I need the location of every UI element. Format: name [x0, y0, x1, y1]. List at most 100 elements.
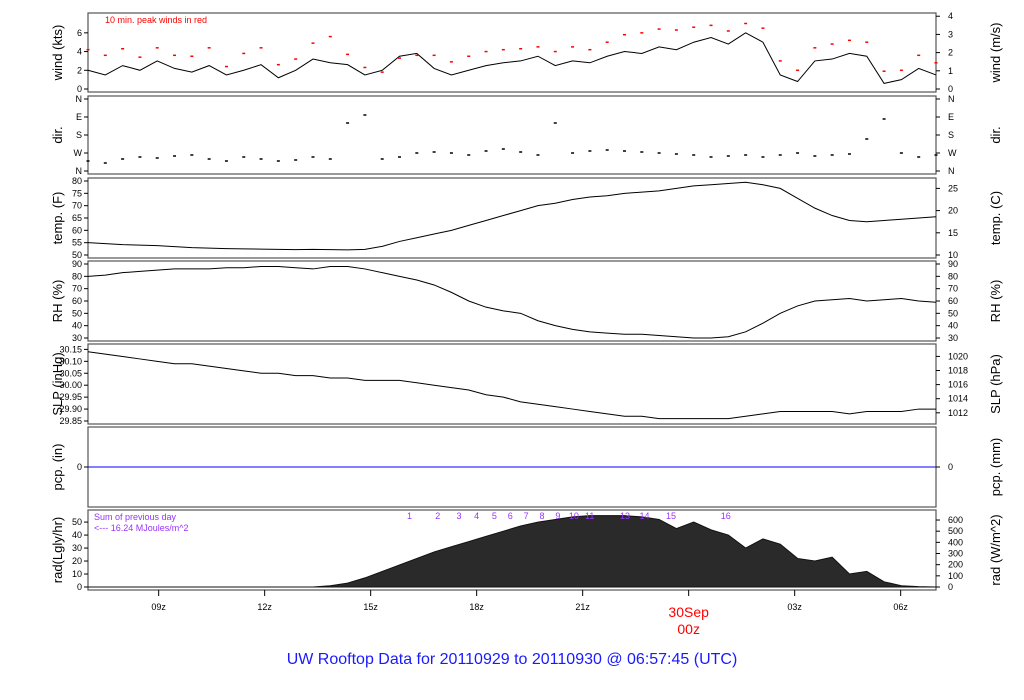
pcp-ytick-right-label: 0 [948, 462, 953, 472]
dir-ytick-right-label: S [948, 130, 954, 140]
pcp-ylabel-right: pcp. (mm) [988, 438, 1003, 497]
wind-panel-frame [87, 12, 937, 93]
slp-panel-frame [87, 343, 937, 425]
rad-ytick-label: 0 [77, 582, 82, 592]
rad-hour-marker: 5 [492, 511, 497, 521]
rad-annotation-value: <--- 16.24 MJoules/m^2 [94, 523, 189, 533]
slp-ytick-label: 29.95 [59, 392, 82, 402]
rad-hour-marker: 8 [540, 511, 545, 521]
rad-hour-marker: 14 [639, 511, 649, 521]
rad-hour-marker: 3 [456, 511, 461, 521]
wind-ylabel: wind (kts) [50, 25, 65, 82]
temp-ytick-label: 70 [72, 201, 82, 211]
dir-ytick-right-label: N [948, 166, 955, 176]
pcp-ylabel: pcp. (in) [50, 444, 65, 491]
rh-ylabel: RH (%) [50, 280, 65, 323]
temp-ytick-label: 50 [72, 250, 82, 260]
dir-ylabel-right: dir. [988, 126, 1003, 143]
temp-ytick-label: 55 [72, 238, 82, 248]
rh-ytick-right-label: 30 [948, 333, 958, 343]
wind-ytick-label: 0 [77, 84, 82, 94]
rad-ytick-label: 10 [72, 569, 82, 579]
slp-ytick-right-label: 1018 [948, 366, 968, 376]
slp-ytick-label: 30.05 [59, 368, 82, 378]
x-tick-label: 06z [893, 602, 908, 612]
x-tick-label: 12z [257, 602, 272, 612]
temp-ytick-right-label: 25 [948, 183, 958, 193]
slp-ylabel: SLP (inHg) [50, 352, 65, 415]
rad-ytick-right-label: 600 [948, 515, 963, 525]
slp-ytick-right-label: 1020 [948, 351, 968, 361]
wind-ytick-label: 2 [77, 65, 82, 75]
dir-panel-frame [87, 95, 937, 175]
rad-ytick-right-label: 500 [948, 526, 963, 536]
temp-ytick-label: 65 [72, 213, 82, 223]
rh-panel-frame [87, 260, 937, 342]
rh-ytick-right-label: 90 [948, 259, 958, 269]
wind-ytick-label: 6 [77, 28, 82, 38]
wind-ytick-right-label: 1 [948, 66, 953, 76]
x-tick-label: 09z [151, 602, 166, 612]
rad-annotation-sum: Sum of previous day [94, 512, 177, 522]
rad-hour-marker: 10 [569, 511, 579, 521]
rh-ytick-label: 60 [72, 296, 82, 306]
slp-ytick-label: 30.15 [59, 344, 82, 354]
dir-ytick-label: N [76, 94, 83, 104]
x-tick-label: 18z [469, 602, 484, 612]
dir-ytick-right-label: N [948, 94, 955, 104]
dir-ytick-label: W [74, 148, 83, 158]
rad-ylabel: rad(Lgly/hr) [50, 517, 65, 583]
rad-ytick-right-label: 0 [948, 582, 953, 592]
rad-hour-marker: 2 [435, 511, 440, 521]
rad-ytick-label: 50 [72, 517, 82, 527]
rad-ytick-label: 20 [72, 556, 82, 566]
rh-ytick-right-label: 80 [948, 271, 958, 281]
rh-ytick-label: 80 [72, 271, 82, 281]
rad-hour-marker: 13 [620, 511, 630, 521]
temp-ytick-label: 80 [72, 176, 82, 186]
wind-ytick-right-label: 0 [948, 84, 953, 94]
rh-ytick-right-label: 60 [948, 296, 958, 306]
rad-ytick-right-label: 300 [948, 549, 963, 559]
wind-speed-line [87, 32, 937, 84]
dir-ytick-label: E [76, 112, 82, 122]
rad-ytick-label: 30 [72, 543, 82, 553]
temp-ytick-label: 60 [72, 225, 82, 235]
rh-ylabel-right: RH (%) [988, 280, 1003, 323]
rad-ytick-right-label: 200 [948, 560, 963, 570]
rad-hour-marker: 15 [666, 511, 676, 521]
rh-ytick-right-label: 40 [948, 321, 958, 331]
rad-area [88, 515, 937, 588]
rh-line [87, 265, 937, 339]
x-date-hour-label: 00z [677, 621, 700, 637]
slp-ytick-label: 29.85 [59, 416, 82, 426]
slp-ytick-right-label: 1014 [948, 394, 968, 404]
slp-ytick-label: 30.10 [59, 356, 82, 366]
rh-ytick-label: 30 [72, 333, 82, 343]
slp-ytick-right-label: 1016 [948, 380, 968, 390]
rad-hour-marker: 7 [524, 511, 529, 521]
rh-ytick-label: 50 [72, 308, 82, 318]
temp-panel-frame [87, 177, 937, 259]
temp-ylabel: temp. (F) [50, 192, 65, 245]
temp-ytick-label: 75 [72, 188, 82, 198]
temp-line [87, 181, 937, 251]
rad-ylabel-right: rad (W/m^2) [988, 514, 1003, 585]
chart-title: UW Rooftop Data for 20110929 to 20110930… [286, 651, 738, 668]
dir-ylabel: dir. [50, 126, 65, 143]
rad-hour-marker: 16 [721, 511, 731, 521]
rad-hour-marker: 4 [474, 511, 479, 521]
x-tick-label: 15z [363, 602, 378, 612]
x-tick-label: 03z [787, 602, 802, 612]
dir-ytick-label: S [76, 130, 82, 140]
rh-ytick-right-label: 50 [948, 308, 958, 318]
x-tick-label: 21z [575, 602, 590, 612]
slp-ytick-label: 29.90 [59, 404, 82, 414]
rad-ytick-right-label: 400 [948, 537, 963, 547]
pcp-ytick-label: 0 [77, 462, 82, 472]
rh-ytick-label: 40 [72, 321, 82, 331]
dir-ytick-label: N [76, 166, 83, 176]
slp-ytick-right-label: 1012 [948, 408, 968, 418]
